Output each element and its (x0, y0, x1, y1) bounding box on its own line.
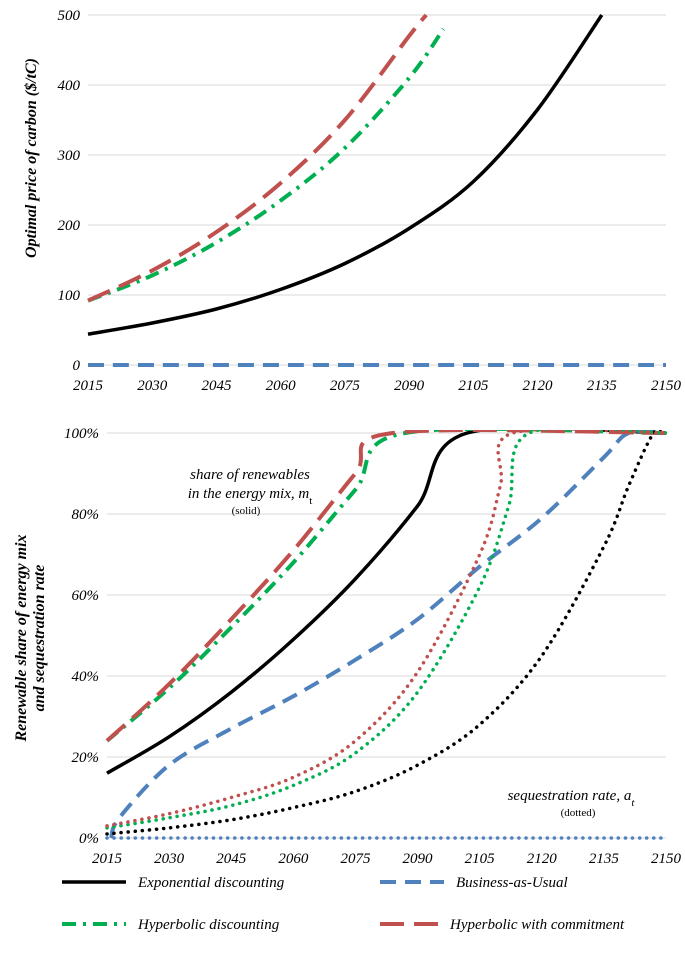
legend-item-bau: Business-as-Usual (380, 875, 568, 891)
y-axis-label: Optimal price of carbon ($/tC) (23, 58, 40, 258)
series-line-hyperbolic-with-commitment-long-dash (105, 430, 667, 743)
x-tick-label: 2135 (589, 851, 620, 867)
y-tick-labels: 0 100 200 300 400 500 (57, 8, 81, 374)
series-line-exponential-discounting-solid (87, 14, 604, 336)
x-tick-label: 2150 (651, 378, 682, 394)
annotation-share-note: (solid) (232, 505, 261, 517)
x-tick-labels: 2015 2030 2045 2060 2075 2090 2105 2120 2135 2150 (73, 378, 682, 394)
x-tick-label: 2090 (403, 851, 434, 867)
series-line-exponential-discounting-dotted (105, 430, 668, 836)
series-line-hyperbolic-with-commitment-dotted (105, 430, 668, 828)
y-tick-label: 0% (79, 831, 99, 847)
x-tick-labels: 2015 2030 2045 2060 2075 2090 2105 2120 2135 2150 (92, 851, 682, 867)
x-tick-label: 2120 (527, 851, 558, 867)
x-tick-label: 2090 (394, 378, 425, 394)
y-axis-label: Renewable share of energy mixand sequest… (13, 534, 48, 742)
series-lines (105, 430, 668, 840)
y-tick-label: 0 (73, 358, 81, 374)
renewable-share-chart: 0%20%40%60%80%100% 2015 2030 2045 2060 2075 2… (13, 426, 682, 867)
grid (88, 14, 666, 366)
y-tick-label: 80% (72, 507, 100, 523)
y-tick-label: 40% (72, 669, 100, 685)
annotation-seq-note: (dotted) (561, 807, 596, 819)
y-tick-label: 60% (72, 588, 100, 604)
legend-label-commitment: Hyperbolic with commitment (449, 917, 625, 933)
series-line-hyperbolic-discounting-dash-dot (87, 27, 446, 303)
annotation-share-line1: share of renewables (190, 467, 310, 483)
legend-label-bau: Business-as-Usual (456, 875, 568, 891)
y-tick-label: 500 (58, 8, 81, 24)
x-tick-label: 2045 (216, 851, 247, 867)
legend-item-hyperbolic: Hyperbolic discounting (62, 917, 280, 933)
series-line-hyperbolic-discounting-dash-dot (105, 430, 667, 743)
series-line-hyperbolic-discounting-dotted (105, 430, 668, 830)
annotation-share-line2: in the energy mix, mt (188, 486, 313, 507)
carbon-price-chart: 0 100 200 300 400 500 2015 2030 2045 2060 2075 209… (23, 8, 682, 394)
y-tick-label: 100 (58, 288, 81, 304)
y-tick-label: 20% (72, 750, 100, 766)
legend: Exponential discounting Business-as-Usua… (62, 875, 625, 933)
series-lines (87, 13, 666, 368)
legend-label-exponential: Exponential discounting (137, 875, 285, 891)
y-tick-label: 100% (64, 426, 99, 442)
x-tick-label: 2135 (587, 378, 618, 394)
y-tick-label: 300 (57, 148, 81, 164)
x-tick-label: 2150 (651, 851, 682, 867)
legend-item-commitment: Hyperbolic with commitment (380, 917, 625, 933)
x-tick-label: 2105 (465, 851, 496, 867)
x-tick-label: 2060 (278, 851, 309, 867)
x-tick-label: 2075 (330, 378, 361, 394)
annotation-seq-line: sequestration rate, at (508, 788, 636, 809)
x-tick-label: 2015 (92, 851, 123, 867)
series-line-hyperbolic-with-commitment-long-dash (87, 13, 428, 303)
legend-label-hyperbolic: Hyperbolic discounting (137, 917, 280, 933)
x-tick-label: 2030 (137, 378, 168, 394)
series-line-business-as-usual-dashed (109, 430, 667, 839)
legend-item-exponential: Exponential discounting (62, 875, 285, 891)
x-tick-label: 2030 (154, 851, 185, 867)
y-tick-label: 400 (58, 78, 81, 94)
x-tick-label: 2075 (340, 851, 371, 867)
x-tick-label: 2060 (266, 378, 297, 394)
x-tick-label: 2045 (201, 378, 232, 394)
y-tick-label: 200 (58, 218, 81, 234)
x-tick-label: 2105 (458, 378, 489, 394)
x-tick-label: 2120 (523, 378, 554, 394)
x-tick-label: 2015 (73, 378, 104, 394)
y-tick-labels: 0% 20% 40% 60% 80% 100% (64, 426, 99, 847)
